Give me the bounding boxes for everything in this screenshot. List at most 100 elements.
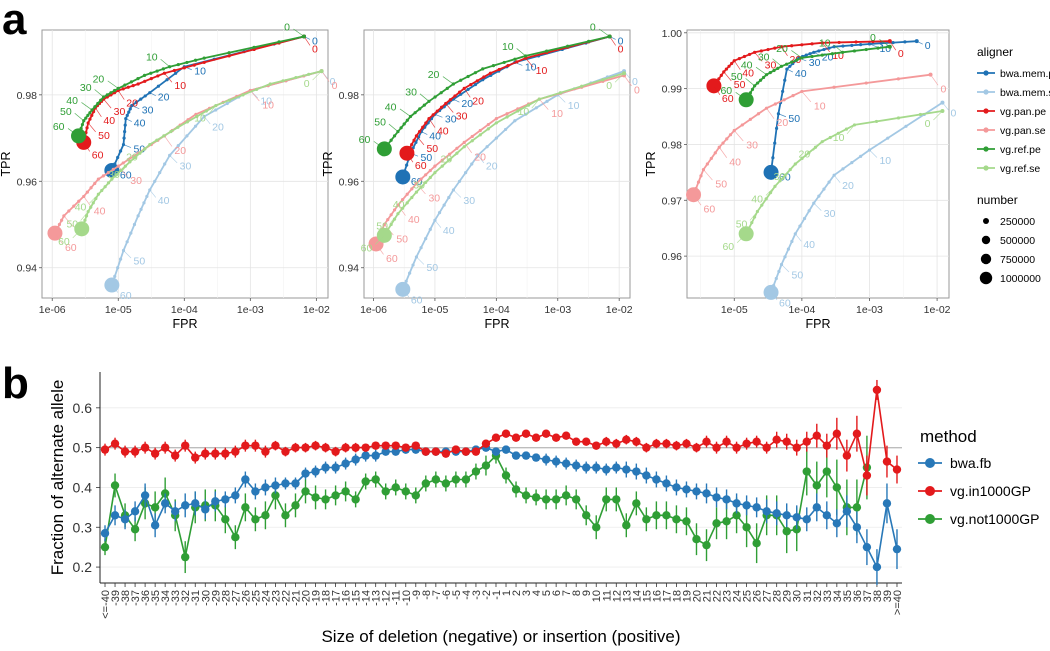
panel-b-x-tick-label: 4 bbox=[531, 590, 543, 596]
panel-b-data-point bbox=[732, 499, 741, 508]
panel-a1-series-point bbox=[57, 222, 62, 227]
aligner-legend-key-point bbox=[983, 70, 989, 76]
panel-a2-series-point bbox=[458, 90, 462, 94]
panel-a1-x-tick-label: 1e-04 bbox=[171, 304, 198, 316]
panel-a3-series-point bbox=[773, 46, 777, 50]
panel-a2-series-point bbox=[392, 134, 397, 138]
panel-a1-series-point bbox=[143, 147, 147, 151]
panel-a2-y-tick-label: 0.98 bbox=[339, 90, 360, 102]
panel-a3-label-leader bbox=[766, 107, 775, 119]
panel-b-data-point bbox=[471, 467, 481, 476]
panel-b-x-tick-label: -12 bbox=[381, 590, 393, 606]
panel-a1-series-point bbox=[89, 186, 93, 190]
panel-a3-series-point bbox=[728, 133, 733, 137]
panel-b-x-tick-label: -37 bbox=[130, 590, 142, 606]
panel-a1-series-point bbox=[192, 63, 196, 67]
panel-b-data-point bbox=[602, 437, 611, 446]
panel-a2-series-point bbox=[513, 119, 517, 123]
panel-b-data-point bbox=[241, 503, 250, 512]
panel-a3-label-leader bbox=[770, 292, 778, 301]
panel-a1-point-label: 0 bbox=[304, 78, 310, 90]
panel-a1-series-point bbox=[113, 274, 117, 278]
panel-a2-series-point bbox=[455, 151, 459, 155]
panel-a3-series-point bbox=[804, 53, 808, 57]
panel-a3-series-point bbox=[783, 255, 787, 259]
panel-a2-series-point bbox=[419, 177, 423, 181]
panel-a2-point-label: 40 bbox=[408, 214, 420, 226]
panel-a1-label-leader bbox=[123, 250, 132, 259]
panel-a2-series-point bbox=[433, 164, 437, 168]
panel-a1-x-tick-label: 1e-05 bbox=[105, 304, 132, 316]
panel-a1-series-point bbox=[126, 158, 130, 162]
panel-a1-series-point bbox=[125, 240, 129, 244]
panel-a1-point-label: 10 bbox=[262, 100, 274, 112]
panel-b-data-point bbox=[712, 493, 721, 502]
panel-b-data-point bbox=[642, 515, 651, 524]
panel-a1-series-point bbox=[143, 94, 147, 98]
panel-b-x-tick-label: -23 bbox=[270, 590, 282, 606]
panel-b-data-point bbox=[130, 447, 140, 456]
panel-b-data-point bbox=[331, 447, 340, 456]
panel-b-data-point bbox=[301, 469, 310, 478]
panel-a1-series-point bbox=[195, 114, 199, 119]
panel-a1-label-leader bbox=[169, 155, 178, 164]
panel-b-data-point bbox=[762, 443, 771, 452]
panel-a3-series-point bbox=[696, 180, 701, 184]
panel-a1-series-point bbox=[123, 123, 127, 127]
panel-a3-point-label: 0 bbox=[898, 48, 904, 60]
panel-a3-point-label: 40 bbox=[795, 68, 807, 80]
panel-a2-series-point bbox=[466, 74, 470, 79]
panel-a1-point-label: 10 bbox=[174, 80, 186, 92]
panel-a3-label-leader bbox=[781, 264, 790, 273]
panel-a2-series-point bbox=[435, 109, 439, 113]
panel-a2-series-point bbox=[505, 115, 509, 119]
panel-a3-point-label: 60 bbox=[779, 297, 791, 309]
panel-b-data-point bbox=[261, 447, 270, 456]
panel-a3-x-tick-label: 1e-02 bbox=[924, 304, 951, 316]
panel-b-data-point bbox=[140, 443, 150, 452]
panel-a2-series-point bbox=[558, 91, 563, 95]
panel-a1-series-point bbox=[121, 161, 125, 165]
panel-b-data-point bbox=[892, 544, 902, 554]
panel-b-x-tick-label: -19 bbox=[311, 590, 323, 606]
panel-b-data-point bbox=[261, 483, 270, 492]
panel-a1-plot-area bbox=[41, 29, 329, 299]
panel-a1-series-point bbox=[138, 151, 142, 155]
panel-a3-point-label: 50 bbox=[792, 270, 804, 282]
panel-b-data-point bbox=[772, 509, 781, 518]
panel-a2-series-point bbox=[389, 138, 393, 142]
panel-b-data-point bbox=[251, 487, 260, 496]
panel-a3-label-leader bbox=[693, 194, 702, 206]
panel-b-data-point bbox=[662, 439, 671, 448]
panel-a2-label-leader bbox=[453, 189, 462, 198]
panel-b-data-point bbox=[160, 489, 170, 498]
panel-b-data-point bbox=[612, 463, 621, 472]
panel-b-x-tick-label: 12 bbox=[611, 590, 623, 602]
panel-a2-series-point bbox=[389, 213, 393, 217]
panel-a1-point-label: 50 bbox=[60, 106, 72, 118]
panel-a1-label-leader bbox=[54, 232, 63, 244]
panel-a3-series-point bbox=[854, 40, 858, 44]
panel-a3-series-point bbox=[721, 141, 725, 145]
panel-a1-series-point bbox=[185, 134, 189, 138]
panel-b-x-tick-label: -25 bbox=[250, 590, 262, 606]
panel-a1-series-point bbox=[72, 204, 76, 208]
panel-b-data-point bbox=[140, 491, 150, 500]
panel-b-data-point bbox=[892, 465, 902, 474]
panel-b-x-tick-label: 14 bbox=[631, 590, 643, 602]
panel-a1-point-label: 20 bbox=[174, 145, 186, 157]
panel-a1-series-point bbox=[136, 214, 140, 218]
panel-a3-series-point bbox=[783, 78, 787, 82]
panel-b-data-point bbox=[561, 459, 571, 468]
panel-a1-series-point bbox=[225, 101, 229, 106]
panel-b-x-tick-label: -17 bbox=[331, 590, 343, 606]
panel-a2-point-label: 50 bbox=[376, 221, 388, 233]
panel-b-data-point bbox=[301, 443, 310, 452]
panel-a2-series-point bbox=[453, 94, 457, 98]
panel-a2-point-label: 30 bbox=[445, 113, 457, 125]
panel-a3-label-leader bbox=[718, 147, 728, 158]
panel-a1-series-point bbox=[142, 201, 146, 205]
panel-a3-y-axis-title: TPR bbox=[644, 152, 658, 177]
panel-a1-series-point bbox=[158, 171, 162, 175]
